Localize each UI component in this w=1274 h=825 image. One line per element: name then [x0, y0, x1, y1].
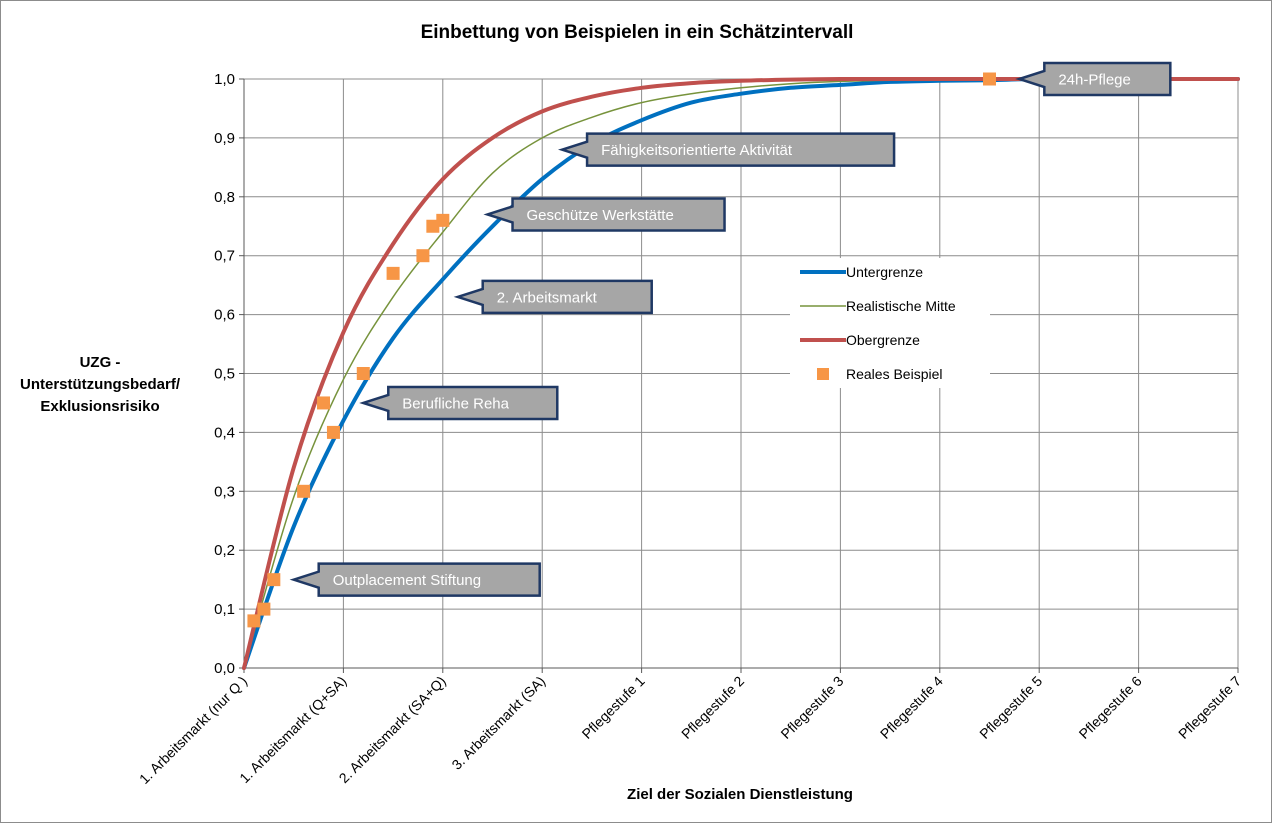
x-tick-label: Pflegestufe 1 [579, 673, 648, 742]
y-axis-label-line: UZG - [79, 354, 121, 371]
y-tick-label: 0,7 [214, 248, 235, 265]
x-tick-label: 2. Arbeitsmarkt (SA+Q) [336, 673, 449, 786]
data-point [317, 396, 331, 410]
legend-label: Obergrenze [846, 332, 920, 348]
legend-label: Reales Beispiel [846, 366, 943, 382]
y-tick-label: 0,4 [214, 424, 235, 441]
x-tick-label: Pflegestufe 4 [877, 673, 946, 742]
legend-swatch [817, 368, 829, 380]
y-tick-label: 0,0 [214, 660, 235, 677]
data-point [267, 573, 281, 587]
data-point [386, 266, 400, 280]
callouts: 24h-Pflege Fähigkeitsorientierte Aktivitä… [289, 61, 1172, 597]
x-tick-label: Pflegestufe 3 [777, 673, 846, 742]
callout-label: Outplacement Stiftung [333, 572, 481, 589]
data-point [297, 484, 311, 498]
y-axis-label-line: Unterstützungsbedarf/ [20, 376, 181, 393]
data-point [416, 249, 430, 263]
callout-label: Geschütze Werkstätte [527, 207, 674, 224]
callout-label: Fähigkeitsorientierte Aktivität [601, 142, 793, 159]
x-tick-label: Pflegestufe 5 [976, 673, 1045, 742]
callout-box [289, 562, 541, 597]
legend-label: Untergrenze [846, 264, 923, 280]
y-tick-label: 0,5 [214, 366, 235, 383]
data-point [257, 602, 271, 616]
legend: Untergrenze Realistische Mitte Obergrenze R… [790, 258, 990, 388]
data-point [983, 72, 996, 86]
axes: 0,0 0,1 0,2 0,3 0,4 0,5 0,6 0,7 0,8 0,9 1,0 1. Arbe… [136, 71, 1244, 787]
legend-label: Realistische Mitte [846, 298, 956, 314]
legend-background [790, 258, 990, 388]
callout-box [453, 279, 653, 315]
callout-box [483, 197, 726, 232]
callout-label: 2. Arbeitsmarkt [497, 289, 598, 306]
callout-label: Berufliche Reha [402, 395, 509, 412]
data-point [247, 614, 261, 628]
y-tick-label: 0,9 [214, 130, 235, 147]
callout-box [557, 132, 896, 167]
x-tick-label: 3. Arbeitsmarkt (SA) [448, 673, 548, 773]
y-axis-label-line: Exklusionsrisiko [40, 398, 160, 415]
x-axis-label: Ziel der Sozialen Dienstleistung [627, 786, 853, 803]
y-tick-label: 0,8 [214, 189, 235, 206]
x-tick-label: 1. Arbeitsmarkt (nur Q ) [136, 673, 250, 787]
x-tick-label: Pflegestufe 6 [1076, 673, 1145, 742]
callout-box [359, 385, 559, 421]
callout-label: 24h-Pflege [1058, 72, 1131, 89]
y-tick-label: 0,1 [214, 601, 235, 618]
data-points [247, 72, 996, 628]
data-point [426, 219, 440, 233]
x-tick-label: 1. Arbeitsmarkt (Q+SA) [236, 673, 349, 786]
y-tick-label: 0,3 [214, 483, 235, 500]
y-tick-label: 0,2 [214, 542, 235, 559]
chart-title: Einbettung von Beispielen in ein Schätzi… [420, 22, 854, 43]
y-tick-label: 0,6 [214, 307, 235, 324]
y-axis-label: UZG - Unterstützungsbedarf/ Exklusionsri… [20, 352, 180, 418]
y-tick-label: 1,0 [214, 71, 235, 88]
callout-box [1015, 61, 1172, 97]
data-point [356, 367, 370, 380]
x-tick-label: Pflegestufe 7 [1175, 673, 1244, 742]
x-tick-label: Pflegestufe 2 [678, 673, 747, 742]
data-point [436, 213, 450, 227]
data-point [326, 425, 340, 439]
